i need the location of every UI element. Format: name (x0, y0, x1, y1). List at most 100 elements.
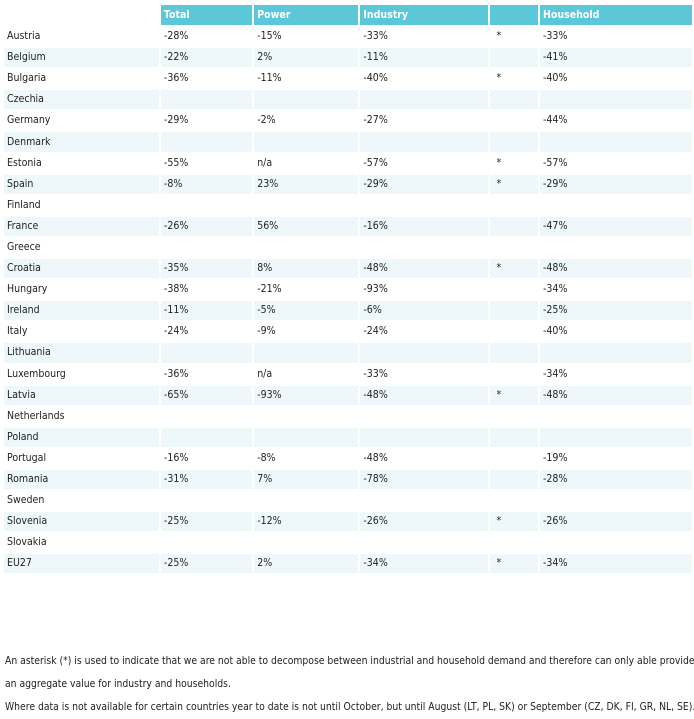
asterisk-cell (490, 90, 539, 110)
asterisk-cell (490, 491, 539, 511)
table-row: Italy -24% -9% -24% -40% (4, 322, 692, 342)
industry-cell: -33% (360, 27, 489, 47)
header-power: Power (254, 5, 359, 25)
household-cell: -34% (540, 554, 692, 574)
industry-cell: -48% (360, 385, 489, 405)
total-cell (160, 427, 253, 447)
power-cell: -15% (254, 27, 359, 47)
household-cell (540, 343, 692, 363)
industry-cell (360, 533, 489, 553)
country-cell: EU27 (4, 554, 159, 574)
header-country (4, 5, 159, 25)
asterisk-cell (490, 111, 539, 131)
asterisk-cell (490, 322, 539, 342)
footnote-asterisk-cont: an aggregate value for industry and hous… (5, 678, 231, 690)
industry-cell (360, 491, 489, 511)
industry-cell: -40% (360, 69, 489, 89)
asterisk-cell (490, 301, 539, 321)
power-cell: -11% (254, 69, 359, 89)
household-cell: -29% (540, 174, 692, 194)
power-cell: -12% (254, 512, 359, 532)
industry-cell: -16% (360, 216, 489, 236)
total-cell: -55% (160, 153, 253, 173)
total-cell: -25% (160, 554, 253, 574)
table-row: Finland (4, 195, 692, 215)
power-cell: 2% (254, 48, 359, 68)
asterisk-cell (490, 195, 539, 215)
household-cell: -33% (540, 27, 692, 47)
total-cell: -22% (160, 48, 253, 68)
power-cell (254, 90, 359, 110)
power-cell (254, 195, 359, 215)
header-asterisk (490, 5, 539, 25)
table-row: Ireland -11% -5% -6% -25% (4, 301, 692, 321)
household-cell (540, 533, 692, 553)
table-row: Spain -8% 23% -29% * -29% (4, 174, 692, 194)
industry-cell (360, 406, 489, 426)
industry-cell (360, 343, 489, 363)
power-cell (254, 406, 359, 426)
country-cell: Spain (4, 174, 159, 194)
table-body: Austria -28% -15% -33% * -33% Belgium -22% 2% -11… (4, 27, 692, 574)
table-row: Czechia (4, 90, 692, 110)
country-cell: Denmark (4, 132, 159, 152)
header-industry: Industry (360, 5, 489, 25)
country-cell: Romania (4, 469, 159, 490)
country-cell: Greece (4, 237, 159, 258)
power-cell (254, 427, 359, 447)
country-cell: Belgium (4, 48, 159, 68)
industry-cell: -48% (360, 259, 489, 279)
table-row: Bulgaria -36% -11% -40% * -40% (4, 69, 692, 89)
household-cell: -48% (540, 259, 692, 279)
country-cell: Poland (4, 427, 159, 447)
total-cell (160, 195, 253, 215)
country-cell: Estonia (4, 153, 159, 173)
country-cell: Croatia (4, 259, 159, 279)
total-cell: -16% (160, 448, 253, 468)
household-cell: -47% (540, 216, 692, 236)
country-cell: Sweden (4, 491, 159, 511)
country-cell: Germany (4, 111, 159, 131)
total-cell: -24% (160, 322, 253, 342)
total-cell: -35% (160, 259, 253, 279)
asterisk-cell: * (490, 153, 539, 173)
power-cell: n/a (254, 153, 359, 173)
country-cell: Hungary (4, 280, 159, 300)
power-cell: -2% (254, 111, 359, 131)
table-row: Poland (4, 427, 692, 447)
asterisk-cell (490, 469, 539, 490)
table-row: Latvia -65% -93% -48% * -48% (4, 385, 692, 405)
power-cell: -8% (254, 448, 359, 468)
table-row: Lithuania (4, 343, 692, 363)
country-cell: France (4, 216, 159, 236)
asterisk-cell (490, 364, 539, 384)
power-cell: 23% (254, 174, 359, 194)
asterisk-cell (490, 427, 539, 447)
total-cell (160, 533, 253, 553)
power-cell (254, 237, 359, 258)
gas-demand-table: Total Power Industry Household Austria -2… (2, 3, 694, 575)
country-cell: Slovenia (4, 512, 159, 532)
footnotes: An asterisk (*) is used to indicate that… (5, 650, 694, 719)
industry-cell: -11% (360, 48, 489, 68)
total-cell: -11% (160, 301, 253, 321)
power-cell: -21% (254, 280, 359, 300)
table-row: Croatia -35% 8% -48% * -48% (4, 259, 692, 279)
asterisk-cell: * (490, 385, 539, 405)
total-cell: -29% (160, 111, 253, 131)
power-cell: 7% (254, 469, 359, 490)
table-row: EU27 -25% 2% -34% * -34% (4, 554, 692, 574)
total-cell: -65% (160, 385, 253, 405)
power-cell (254, 343, 359, 363)
power-cell (254, 132, 359, 152)
total-cell: -38% (160, 280, 253, 300)
table-row: Sweden (4, 491, 692, 511)
industry-cell (360, 237, 489, 258)
table-row: Denmark (4, 132, 692, 152)
industry-cell: -24% (360, 322, 489, 342)
household-cell: -34% (540, 280, 692, 300)
table-row: Portugal -16% -8% -48% -19% (4, 448, 692, 468)
total-cell (160, 132, 253, 152)
household-cell: -41% (540, 48, 692, 68)
